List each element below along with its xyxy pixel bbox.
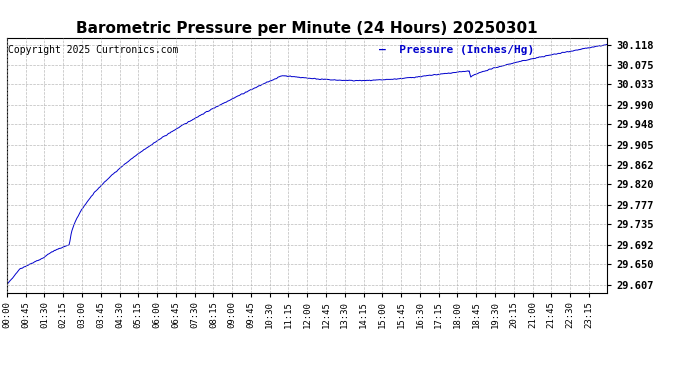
Text: Copyright 2025 Curtronics.com: Copyright 2025 Curtronics.com <box>8 45 178 55</box>
Text: —  Pressure (Inches/Hg): — Pressure (Inches/Hg) <box>379 45 534 55</box>
Title: Barometric Pressure per Minute (24 Hours) 20250301: Barometric Pressure per Minute (24 Hours… <box>76 21 538 36</box>
